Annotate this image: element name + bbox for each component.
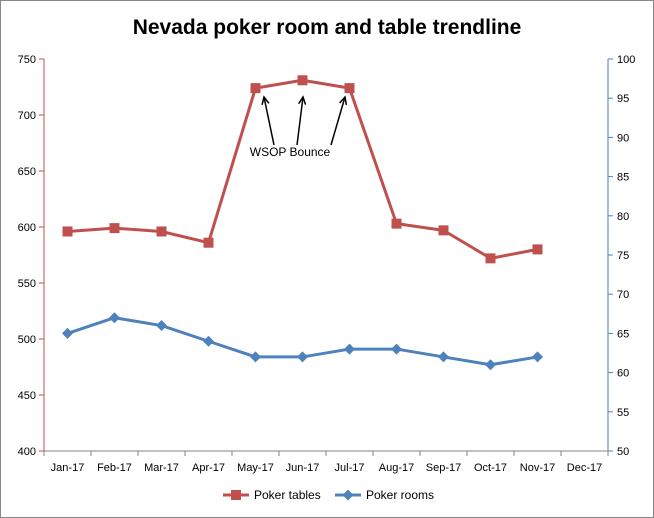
y-right-tick-label: 60 — [617, 368, 629, 380]
y-left-tick-label: 600 — [18, 222, 36, 234]
x-tick-label: Feb-17 — [97, 462, 132, 474]
y-left-tick-label: 450 — [18, 390, 36, 402]
x-tick-label: Jun-17 — [286, 462, 320, 474]
y-left-tick-label: 400 — [18, 446, 36, 458]
annotation-arrowhead — [339, 95, 348, 106]
poker-tables-point — [203, 237, 214, 248]
x-tick-label: Dec-17 — [567, 462, 602, 474]
poker-rooms-point — [438, 351, 449, 363]
y-left-tick-label: 650 — [18, 166, 36, 178]
x-tick-label: Jul-17 — [335, 462, 365, 474]
y-right-tick-label: 100 — [617, 54, 635, 66]
poker-rooms-point — [344, 343, 355, 355]
y-right-tick-label: 85 — [617, 172, 629, 184]
annotation-text: WSOP Bounce — [250, 145, 331, 159]
poker-tables-point — [250, 83, 261, 94]
x-tick-label: Jan-17 — [51, 462, 85, 474]
x-tick-label: Oct-17 — [474, 462, 507, 474]
poker-tables-point — [297, 75, 308, 86]
poker-tables-point — [344, 83, 355, 94]
x-tick-label: Nov-17 — [520, 462, 555, 474]
y-left-tick-label: 700 — [18, 110, 36, 122]
poker-tables-point — [62, 226, 73, 237]
series-layer — [62, 75, 543, 371]
y-right-tick-label: 75 — [617, 250, 629, 262]
poker-tables-point — [438, 225, 449, 236]
legend-poker-tables-label: Poker tables — [254, 488, 321, 502]
poker-rooms-point — [109, 312, 120, 324]
y-right-tick-label: 90 — [617, 132, 629, 144]
poker-rooms-point — [250, 351, 261, 363]
annotation-arrowhead — [298, 95, 307, 105]
poker-rooms-point — [485, 359, 496, 371]
x-tick-label: Aug-17 — [379, 462, 414, 474]
poker-rooms-point — [156, 320, 167, 332]
y-right-tick-label: 55 — [617, 407, 629, 419]
chart-title: Nevada poker room and table trendline — [133, 16, 522, 39]
y-right-tick-label: 70 — [617, 289, 629, 301]
y-left-tick-label: 750 — [18, 54, 36, 66]
poker-rooms-point — [62, 327, 73, 339]
x-tick-label: Apr-17 — [192, 462, 225, 474]
y-left-tick-label: 500 — [18, 334, 36, 346]
poker-tables-point — [485, 253, 496, 264]
y-right-tick-label: 80 — [617, 211, 629, 223]
poker-rooms-point — [297, 351, 308, 363]
annotation: WSOP Bounce — [250, 95, 348, 159]
axes: 400 450 500 550 600 650 700 750 50 55 60 65 70 75 80 85… — [18, 54, 636, 474]
legend-poker-tables-marker — [231, 490, 241, 500]
poker-rooms-point — [203, 335, 214, 347]
x-tick-label: Mar-17 — [144, 462, 179, 474]
annotation-arrow — [263, 96, 275, 146]
x-tick-label: Sep-17 — [426, 462, 461, 474]
poker-tables-point — [109, 223, 120, 234]
y-right-tick-label: 65 — [617, 328, 629, 340]
x-tick-label: May-17 — [237, 462, 274, 474]
poker-rooms-point — [532, 351, 543, 363]
poker-tables-point — [532, 244, 543, 255]
annotation-arrow — [330, 96, 346, 146]
legend: Poker tables Poker rooms — [223, 488, 434, 502]
legend-poker-rooms-label: Poker rooms — [366, 488, 434, 502]
poker-rooms-point — [391, 343, 402, 355]
poker-tables-point — [391, 218, 402, 229]
poker-tables-point — [156, 226, 167, 237]
annotation-arrowhead — [261, 95, 270, 105]
legend-poker-rooms-marker — [342, 489, 354, 501]
y-right-tick-label: 95 — [617, 93, 629, 105]
annotation-arrow — [296, 96, 304, 146]
y-right-tick-label: 50 — [617, 446, 629, 458]
y-left-tick-label: 550 — [18, 278, 36, 290]
